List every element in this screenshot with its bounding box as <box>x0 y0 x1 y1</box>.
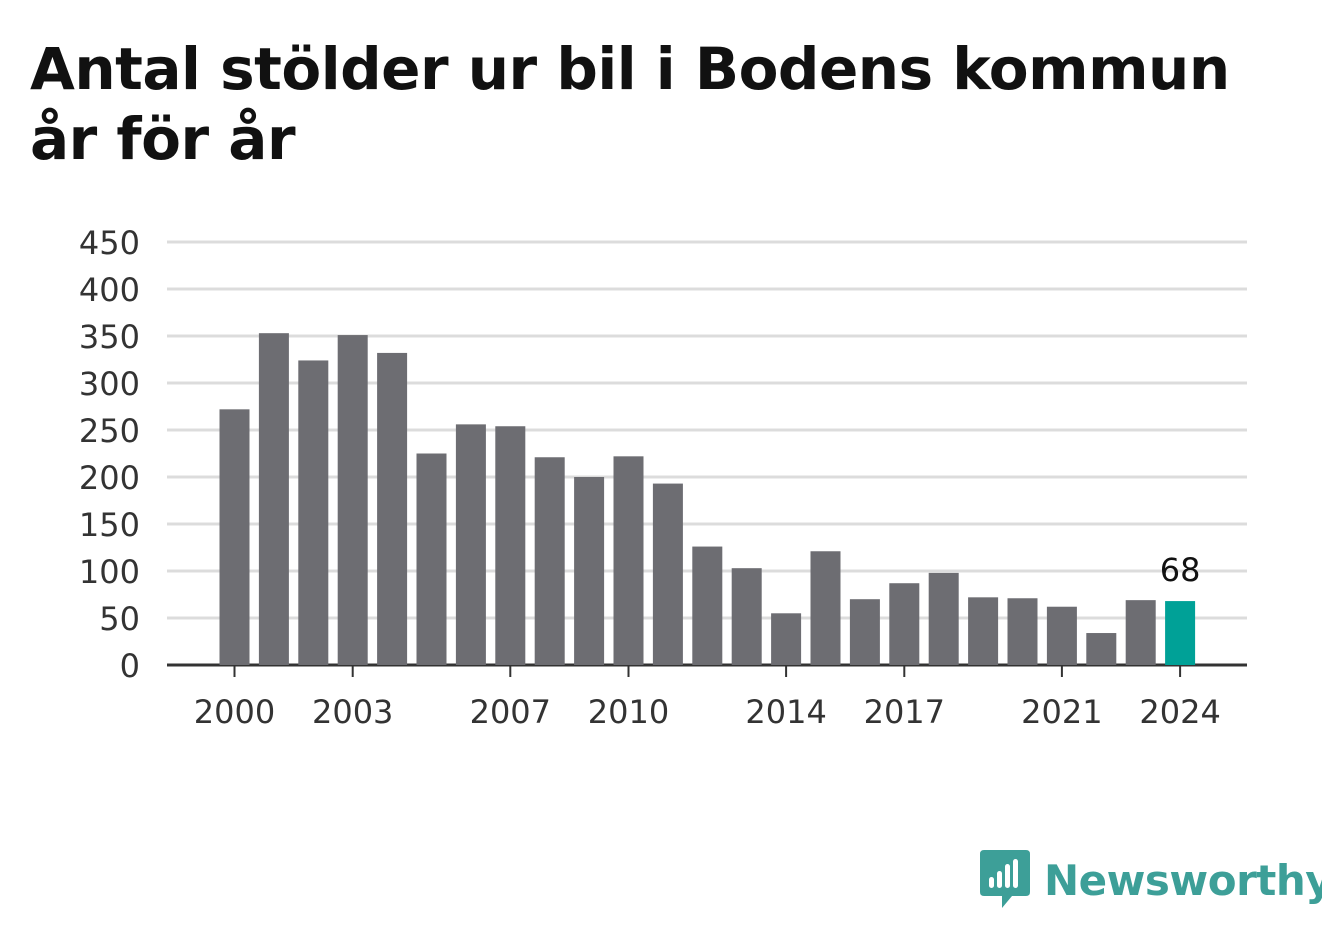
bar-2000 <box>219 409 250 665</box>
x-axis-labels: 2000 2003 2007 2010 2014 2017 2021 2024 <box>194 665 1221 731</box>
y-tick-label: 100 <box>79 553 140 591</box>
bar-2002 <box>298 360 329 665</box>
bar-2018 <box>928 572 959 665</box>
x-tick-label: 2021 <box>1021 693 1102 731</box>
bar-2012 <box>692 546 723 665</box>
bars <box>219 333 1196 665</box>
bar-2009 <box>574 477 605 665</box>
bar-2014 <box>771 613 802 665</box>
bar-2017 <box>889 583 920 665</box>
chart-title: Antal stölder ur bil i Bodens kommun år … <box>30 35 1230 173</box>
y-tick-label: 50 <box>99 600 140 638</box>
y-tick-label: 400 <box>79 271 140 309</box>
bar-2005 <box>416 453 447 665</box>
data-labels: 68 <box>1160 551 1201 589</box>
y-tick-label: 250 <box>79 412 140 450</box>
bar-2003 <box>337 335 368 665</box>
y-tick-label: 0 <box>120 647 140 685</box>
bar-2021 <box>1046 606 1077 665</box>
bar-2008 <box>534 457 565 665</box>
bar-2004 <box>377 352 408 665</box>
bar-2023 <box>1125 600 1156 665</box>
bar-2011 <box>652 483 683 665</box>
y-tick-label: 200 <box>79 459 140 497</box>
y-tick-label: 150 <box>79 506 140 544</box>
y-tick-label: 300 <box>79 365 140 403</box>
x-tick-label: 2014 <box>745 693 826 731</box>
bar-2010 <box>613 456 644 665</box>
y-axis-labels: 0 50 100 150 200 250 300 350 400 450 <box>79 224 140 685</box>
y-tick-label: 450 <box>79 224 140 262</box>
x-tick-label: 2003 <box>312 693 393 731</box>
bar-chart-speech-bubble-icon <box>980 850 1030 908</box>
x-tick-label: 2024 <box>1139 693 1220 731</box>
bar-2013 <box>731 568 762 665</box>
x-tick-label: 2017 <box>864 693 945 731</box>
bar-2019 <box>968 597 999 665</box>
bar-2015 <box>810 551 841 665</box>
newsworthy-logo: Newsworthy <box>980 850 1322 910</box>
bar-2024 <box>1165 601 1196 665</box>
x-tick-label: 2007 <box>470 693 551 731</box>
bar-2006 <box>455 424 486 665</box>
data-label-2024: 68 <box>1160 551 1201 589</box>
bar-2007 <box>495 426 526 665</box>
x-tick-label: 2010 <box>588 693 669 731</box>
bar-2022 <box>1086 633 1117 665</box>
x-tick-label: 2000 <box>194 693 275 731</box>
bar-2020 <box>1007 598 1038 665</box>
bar-2016 <box>849 599 880 665</box>
y-tick-label: 350 <box>79 318 140 356</box>
brand-name: Newsworthy <box>1044 855 1322 905</box>
bar-2001 <box>258 333 289 665</box>
